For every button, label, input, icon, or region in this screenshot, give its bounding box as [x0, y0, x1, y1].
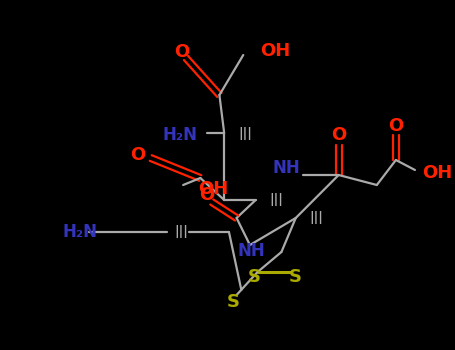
Text: |||: |||	[238, 126, 252, 140]
Text: H₂N: H₂N	[162, 126, 197, 144]
Text: O: O	[199, 186, 215, 204]
Text: |||: |||	[310, 211, 324, 224]
Text: O: O	[174, 43, 189, 61]
Text: S: S	[288, 268, 301, 286]
Text: S: S	[227, 293, 240, 311]
Text: S: S	[248, 268, 261, 286]
Text: |||: |||	[174, 225, 188, 238]
Text: OH: OH	[423, 164, 453, 182]
Text: O: O	[130, 146, 145, 164]
Text: H₂N: H₂N	[63, 223, 98, 241]
Text: NH: NH	[238, 242, 266, 260]
Text: OH: OH	[260, 42, 291, 60]
Text: O: O	[388, 117, 404, 135]
Text: |||: |||	[270, 194, 283, 206]
Text: NH: NH	[273, 159, 300, 177]
Text: OH: OH	[198, 180, 229, 198]
Text: O: O	[331, 126, 346, 144]
